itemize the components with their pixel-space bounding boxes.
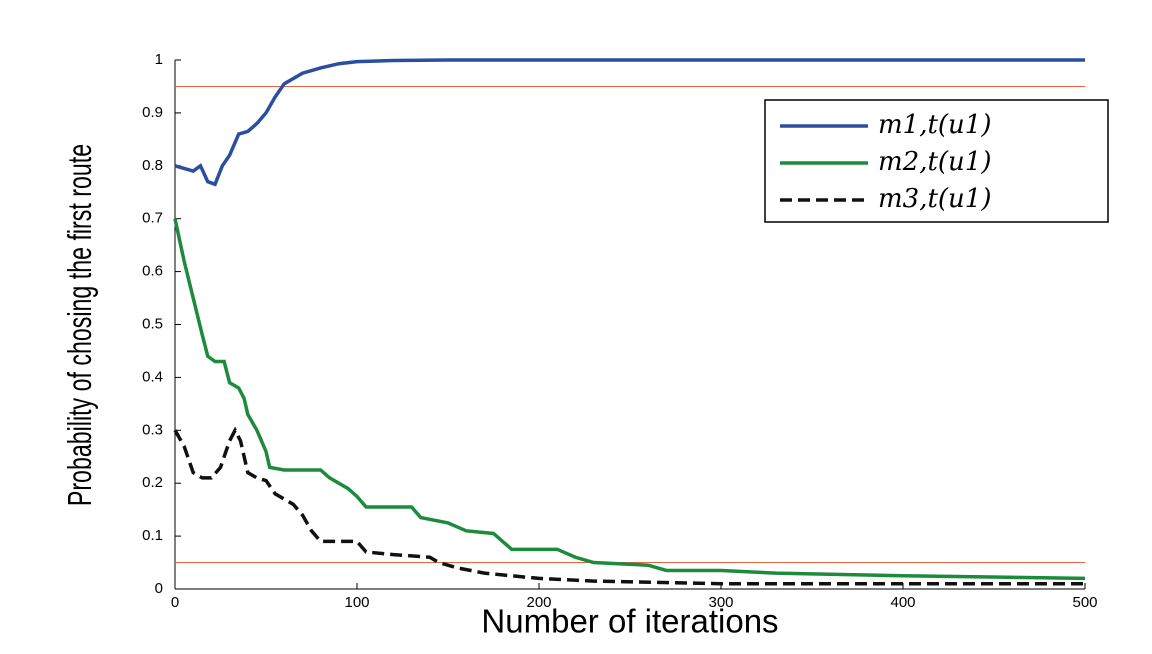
series-line: [174, 58, 1085, 187]
y-tick-label: 1: [155, 51, 163, 68]
series-line: [173, 426, 1085, 586]
y-tick-label: 0.6: [142, 263, 163, 280]
legend-label: m3,t(u1): [878, 184, 991, 214]
series-line: [173, 218, 1086, 581]
x-tick-label: 400: [890, 594, 915, 611]
x-axis-label: Number of iterations: [481, 603, 778, 640]
y-tick-label: 0.1: [142, 527, 163, 544]
x-tick-label: 500: [1072, 594, 1097, 611]
y-axis-label: Probability of chosing the first route: [62, 144, 99, 506]
y-tick-label: 0.7: [142, 210, 163, 227]
x-tick-label: 300: [708, 594, 733, 611]
y-tick-label: 0: [155, 580, 163, 597]
y-tick-label: 0.9: [142, 104, 163, 121]
y-tick-label: 0.8: [142, 157, 163, 174]
y-tick-label: 0.2: [142, 474, 163, 491]
x-tick-label: 0: [171, 594, 179, 611]
legend-label: m1,t(u1): [878, 110, 991, 140]
y-tick-label: 0.3: [142, 421, 163, 438]
x-tick-label: 100: [344, 594, 369, 611]
legend-label: m2,t(u1): [878, 147, 991, 177]
y-tick-label: 0.5: [142, 315, 163, 332]
y-tick-label: 0.4: [142, 368, 163, 385]
x-tick-label: 200: [526, 594, 551, 611]
